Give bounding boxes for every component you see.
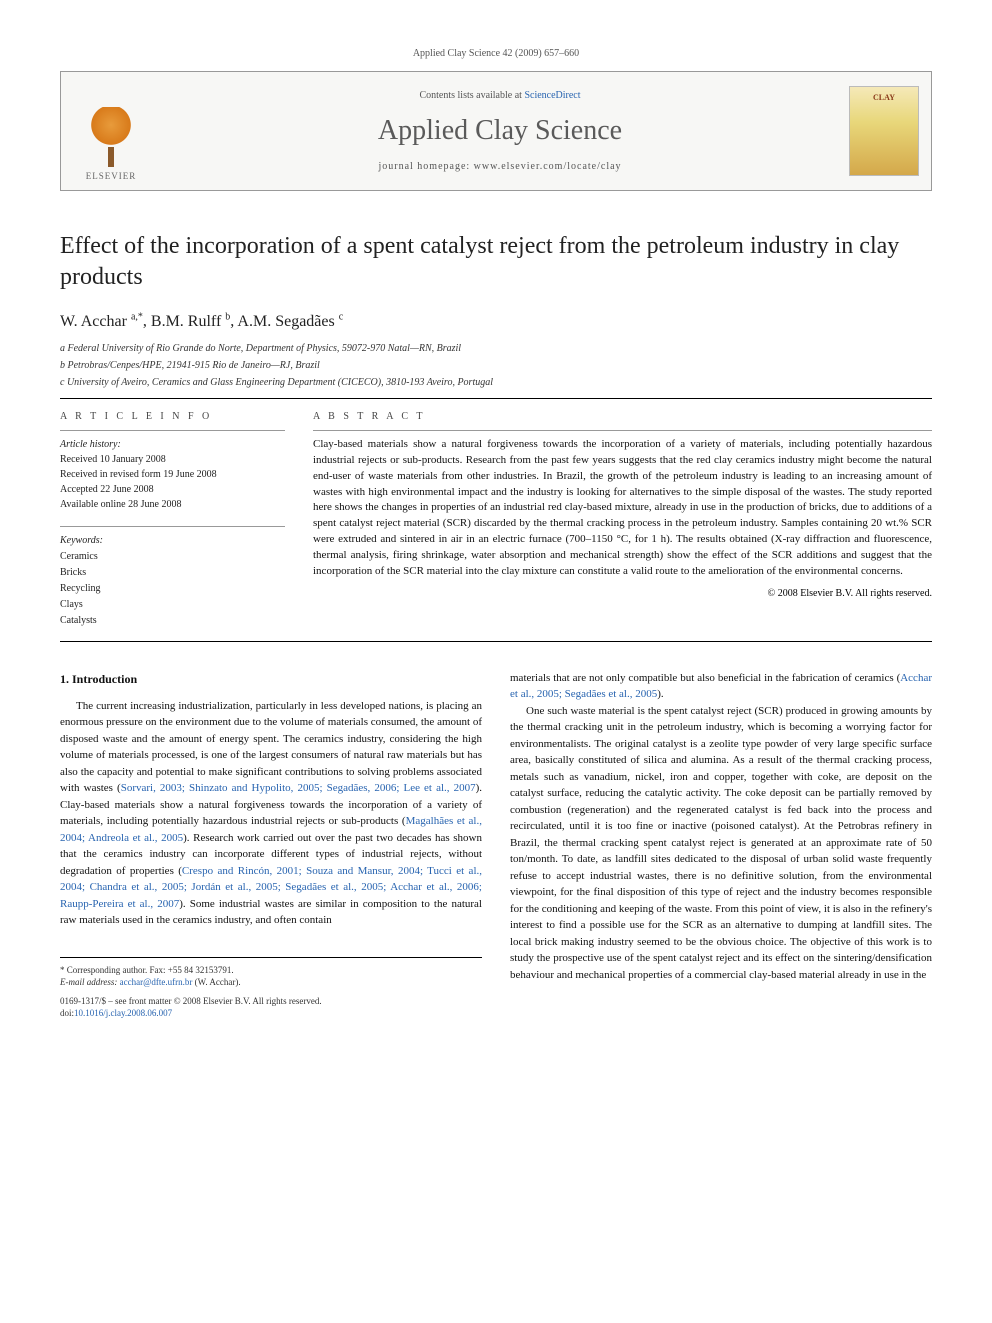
doi-link[interactable]: 10.1016/j.clay.2008.06.007 [74, 1008, 172, 1018]
email-label: E-mail address: [60, 977, 117, 987]
homepage-url: www.elsevier.com/locate/clay [474, 161, 622, 172]
publisher-label: ELSEVIER [86, 171, 137, 181]
divider-rule-2 [60, 641, 932, 642]
journal-name: Applied Clay Science [151, 115, 849, 147]
journal-cover-thumbnail [849, 86, 919, 176]
body-column-right: materials that are not only compatible b… [510, 670, 932, 1020]
keyword-4: Clays [60, 597, 285, 612]
affiliations: a Federal University of Rio Grande do No… [60, 341, 932, 390]
doi-label: doi: [60, 1008, 74, 1018]
affiliation-b: b Petrobras/Cenpes/HPE, 21941-915 Rio de… [60, 358, 932, 373]
history-revised: Received in revised form 19 June 2008 [60, 467, 285, 482]
introduction-heading: 1. Introduction [60, 670, 482, 688]
divider-rule [60, 398, 932, 399]
keyword-3: Recycling [60, 581, 285, 596]
affiliation-a: a Federal University of Rio Grande do No… [60, 341, 932, 356]
author-1: W. Acchar a,* [60, 313, 143, 330]
author-3: A.M. Segadães c [237, 313, 343, 330]
corresponding-email-name: (W. Acchar). [195, 977, 241, 987]
history-heading: Article history: [60, 437, 285, 452]
affiliation-c: c University of Aveiro, Ceramics and Gla… [60, 375, 932, 390]
abstract-column: A B S T R A C T Clay-based materials sho… [313, 411, 932, 629]
article-info-label: A R T I C L E I N F O [60, 411, 285, 422]
journal-homepage-line: journal homepage: www.elsevier.com/locat… [151, 161, 849, 172]
intro-paragraph-1-cont: materials that are not only compatible b… [510, 670, 932, 703]
abstract-copyright: © 2008 Elsevier B.V. All rights reserved… [313, 588, 932, 599]
info-divider [60, 430, 285, 431]
corresponding-footer: * Corresponding author. Fax: +55 84 3215… [60, 957, 482, 1020]
journal-banner: ELSEVIER Contents lists available at Sci… [60, 71, 932, 191]
front-matter-line: 0169-1317/$ – see front matter © 2008 El… [60, 995, 482, 1008]
history-online: Available online 28 June 2008 [60, 497, 285, 512]
keyword-1: Ceramics [60, 549, 285, 564]
author-list: W. Acchar a,*, B.M. Rulff b, A.M. Segadã… [60, 311, 932, 330]
article-title: Effect of the incorporation of a spent c… [60, 231, 932, 293]
keyword-2: Bricks [60, 565, 285, 580]
author-2: B.M. Rulff b [151, 313, 230, 330]
abstract-divider [313, 430, 932, 431]
contents-prefix: Contents lists available at [419, 90, 524, 101]
abstract-text: Clay-based materials show a natural forg… [313, 437, 932, 580]
intro-paragraph-1: The current increasing industrialization… [60, 698, 482, 929]
elsevier-tree-icon [86, 107, 136, 167]
keywords-heading: Keywords: [60, 533, 285, 548]
history-accepted: Accepted 22 June 2008 [60, 482, 285, 497]
homepage-prefix: journal homepage: [378, 161, 473, 172]
body-column-left: 1. Introduction The current increasing i… [60, 670, 482, 1020]
journal-reference: Applied Clay Science 42 (2009) 657–660 [60, 48, 932, 59]
corresponding-author: * Corresponding author. Fax: +55 84 3215… [60, 964, 482, 977]
contents-available-line: Contents lists available at ScienceDirec… [151, 90, 849, 101]
abstract-label: A B S T R A C T [313, 411, 932, 422]
article-info-column: A R T I C L E I N F O Article history: R… [60, 411, 285, 629]
sciencedirect-link[interactable]: ScienceDirect [524, 90, 580, 101]
publisher-logo: ELSEVIER [71, 81, 151, 181]
citation-link-1[interactable]: Sorvari, 2003; Shinzato and Hypolito, 20… [121, 782, 476, 794]
intro-paragraph-2: One such waste material is the spent cat… [510, 703, 932, 984]
keyword-5: Catalysts [60, 613, 285, 628]
corresponding-email-link[interactable]: acchar@dfte.ufrn.br [120, 977, 193, 987]
history-received: Received 10 January 2008 [60, 452, 285, 467]
info-divider-2 [60, 526, 285, 527]
